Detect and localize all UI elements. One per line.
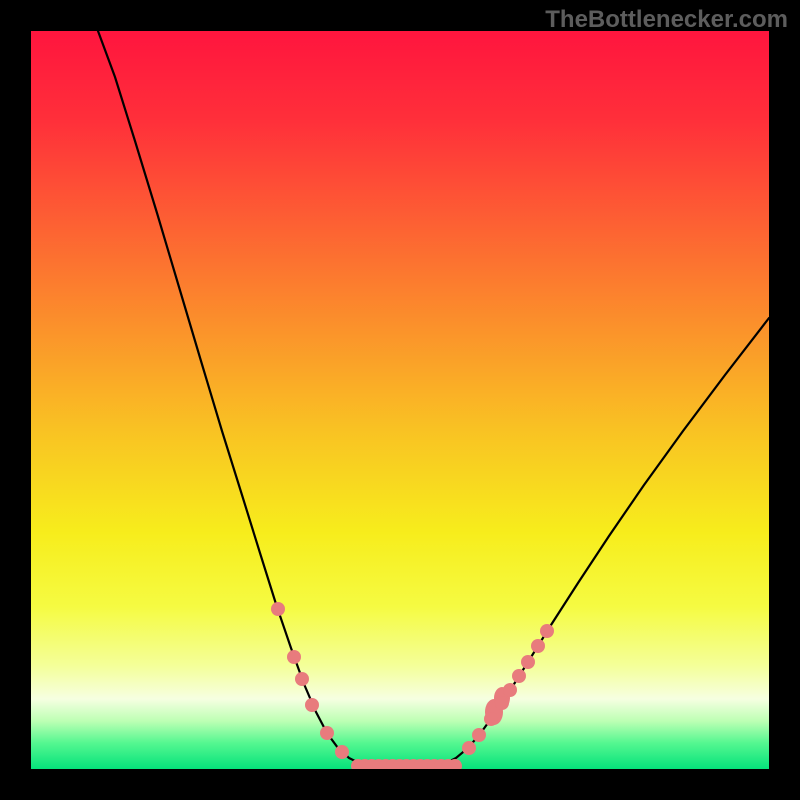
dot-right-6 [521, 655, 535, 669]
dot-left-5 [335, 745, 349, 759]
bottleneck-curve [31, 31, 769, 769]
dot-left-4 [320, 726, 334, 740]
dot-left-0 [271, 602, 285, 616]
dot-right-1 [472, 728, 486, 742]
plot-area [31, 31, 769, 769]
chart-root: TheBottlenecker.com [0, 0, 800, 800]
dot-right-7 [531, 639, 545, 653]
dot-right-0 [462, 741, 476, 755]
curve-left-branch [98, 31, 393, 768]
dot-right-2 [484, 712, 498, 726]
watermark-text: TheBottlenecker.com [545, 6, 788, 34]
dot-right-3 [495, 696, 509, 710]
dot-right-5 [512, 669, 526, 683]
dot-left-3 [305, 698, 319, 712]
dot-left-2 [295, 672, 309, 686]
dot-right-4 [503, 683, 517, 697]
dot-left-1 [287, 650, 301, 664]
curve-right-branch [393, 318, 769, 768]
dot-right-8 [540, 624, 554, 638]
